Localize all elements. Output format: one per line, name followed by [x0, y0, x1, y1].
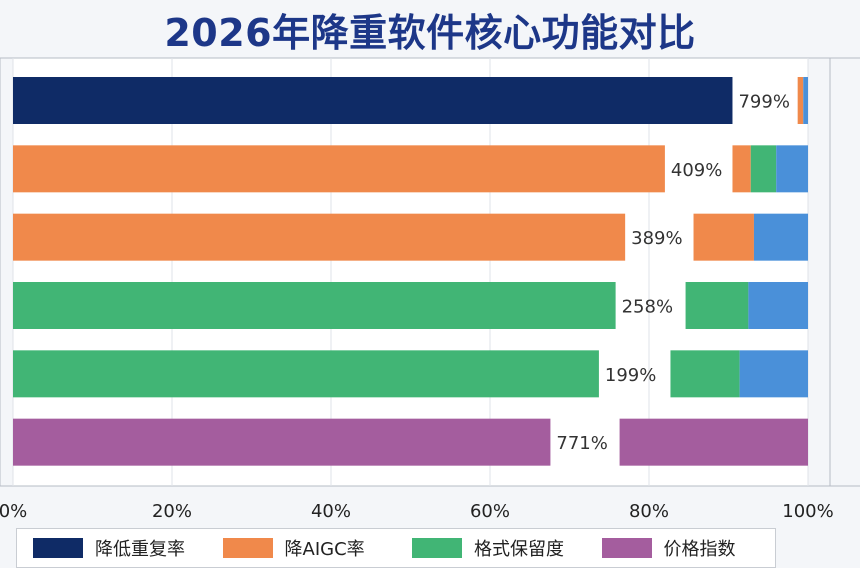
legend-item: 格式保留度 [396, 535, 586, 561]
x-tick-label: 100% [782, 501, 833, 522]
legend-swatch [222, 538, 273, 558]
chart-legend: 降低重复率 降AIGC率 格式保留度 价格指数 [16, 528, 776, 568]
x-tick-label: 80% [629, 501, 669, 522]
bar-segment [797, 77, 804, 124]
bar-segment [739, 350, 808, 398]
plot-area [13, 58, 808, 486]
bar-data-label: 389% [631, 228, 682, 249]
legend-label: 降低重复率 [95, 539, 185, 560]
bar-segment [670, 350, 740, 398]
x-tick-label: 60% [470, 501, 510, 522]
legend-label: 格式保留度 [474, 539, 564, 560]
bar-segment [748, 282, 808, 329]
bar-segment [732, 145, 751, 193]
bar-segment [13, 145, 665, 193]
bar-segment [685, 282, 749, 329]
legend-swatch [33, 538, 83, 558]
bar-data-label: 199% [605, 365, 656, 386]
legend-item: 价格指数 [586, 535, 776, 561]
bar-segment [13, 282, 616, 329]
bar-segment [619, 418, 808, 466]
bar-data-label: 799% [738, 92, 789, 113]
bar-data-label: 771% [556, 433, 607, 454]
bar-data-label: 258% [622, 297, 673, 318]
x-tick-label: 40% [311, 501, 351, 522]
bar-segment [803, 77, 808, 124]
legend-swatch [412, 538, 462, 558]
bar-data-label: 409% [671, 160, 722, 181]
legend-label: 价格指数 [663, 539, 736, 560]
bar-segment [13, 418, 551, 466]
x-tick-label: 0% [0, 501, 27, 522]
bar-segment [13, 350, 599, 398]
legend-item: 降低重复率 [17, 535, 207, 561]
bar-segment [776, 145, 808, 193]
legend-swatch [601, 538, 652, 558]
x-tick-label: 20% [152, 501, 192, 522]
bar-segment [753, 213, 808, 261]
legend-label: 降AIGC率 [284, 539, 365, 560]
bar-segment [13, 213, 626, 261]
chart-title: 2026年降重软件核心功能对比 [164, 11, 696, 55]
bar-segment [750, 145, 777, 193]
bar-segment [693, 213, 754, 261]
bar-segment [13, 77, 733, 124]
legend-item: 降AIGC率 [207, 535, 397, 561]
